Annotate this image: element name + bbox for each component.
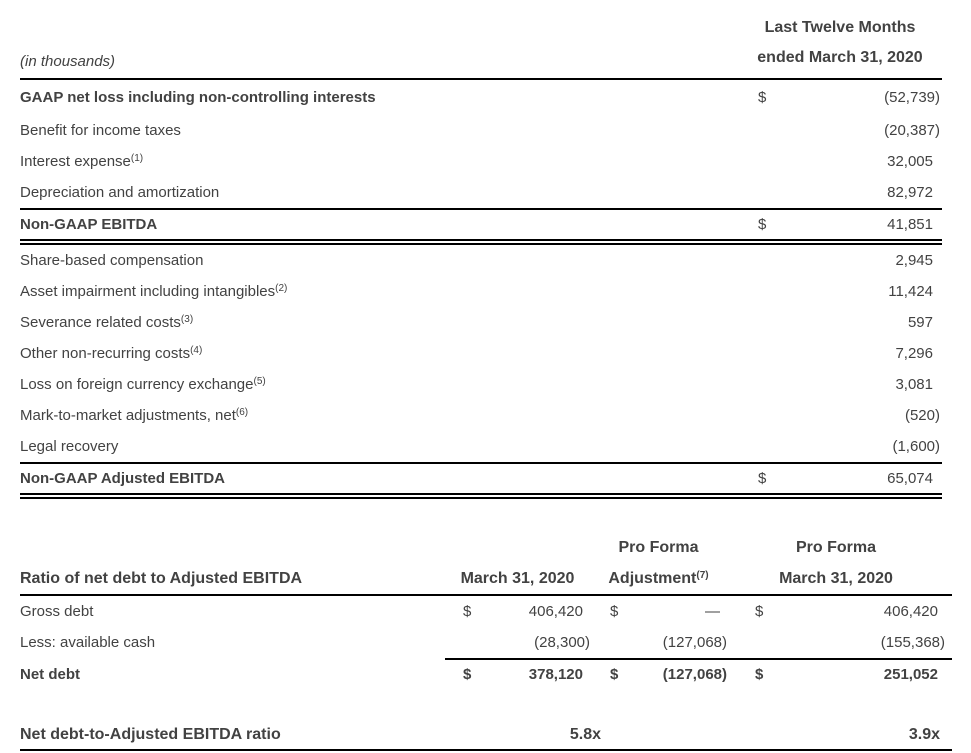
period-header: Last Twelve Months ended March 31, 2020 bbox=[738, 13, 942, 73]
dollar-cell bbox=[445, 634, 483, 651]
row-value: 406,420 bbox=[883, 603, 938, 620]
unit-note: (in thousands) bbox=[20, 53, 116, 70]
table-row: Other non-recurring costs(4) 7,296 bbox=[20, 338, 942, 369]
table-row: Severance related costs(3) 597 bbox=[20, 307, 942, 338]
row-label: Asset impairment including intangibles(2… bbox=[20, 283, 288, 300]
table-row-total: Net debt $378,120 $ (127,068) $251,052 bbox=[20, 660, 952, 689]
row-value: 7,296 bbox=[895, 345, 933, 362]
row-value: — bbox=[705, 603, 720, 620]
table-row: Asset impairment including intangibles(2… bbox=[20, 276, 942, 307]
ratio-row: Net debt-to-Adjusted EBITDA ratio 5.8x 3… bbox=[20, 722, 952, 751]
footnote-marker: (7) bbox=[696, 569, 709, 581]
dollar-sign: $ bbox=[463, 603, 472, 620]
ebitda-reconciliation-table: (in thousands) Last Twelve Months ended … bbox=[20, 0, 942, 499]
row-value: 32,005 bbox=[887, 153, 933, 170]
row-value: 597 bbox=[907, 314, 933, 331]
row-value: 2,945 bbox=[895, 252, 933, 269]
period-header-line2: ended March 31, 2020 bbox=[757, 49, 923, 66]
subtotal-rule bbox=[445, 658, 952, 660]
net-debt-ratio-table: Pro Forma Pro Forma Ratio of net debt to… bbox=[20, 532, 952, 751]
row-label: Non-GAAP Adjusted EBITDA bbox=[20, 470, 225, 487]
dollar-cell bbox=[727, 634, 782, 651]
table-row: Legal recovery (1,600) bbox=[20, 431, 942, 462]
dollar-sign: $ bbox=[755, 666, 764, 683]
row-value: (28,300) bbox=[534, 634, 590, 651]
footnote-marker: (1) bbox=[130, 153, 144, 164]
column-header-proforma: Pro Forma bbox=[795, 538, 876, 556]
row-label: Interest expense(1) bbox=[20, 153, 144, 170]
row-value: 65,074 bbox=[887, 470, 933, 487]
row-label: Severance related costs(3) bbox=[20, 314, 194, 331]
dollar-sign: $ bbox=[758, 216, 767, 233]
row-value: (520) bbox=[904, 407, 940, 424]
table-row-total: Non-GAAP Adjusted EBITDA $ 65,074 bbox=[20, 464, 942, 493]
row-label: Other non-recurring costs(4) bbox=[20, 345, 203, 362]
dollar-sign: $ bbox=[755, 603, 764, 620]
row-value: 378,120 bbox=[528, 666, 583, 683]
row-value: (20,387) bbox=[884, 122, 940, 139]
footnote-marker: (5) bbox=[253, 376, 266, 387]
dollar-sign: $ bbox=[758, 89, 767, 106]
row-value: (127,068) bbox=[662, 634, 727, 651]
dollar-sign: $ bbox=[758, 470, 767, 487]
footnote-marker: (3) bbox=[180, 314, 194, 325]
row-label: GAAP net loss including non-controlling … bbox=[20, 89, 376, 106]
table-row: Gross debt $406,420 $ — $406,420 bbox=[20, 596, 952, 627]
footnote-marker: (6) bbox=[235, 407, 249, 418]
row-value: 82,972 bbox=[887, 184, 933, 201]
row-label: Loss on foreign currency exchange(5) bbox=[20, 376, 266, 393]
column-header-date: March 31, 2020 bbox=[460, 569, 575, 587]
divider-rule bbox=[20, 462, 942, 464]
table2-title: Ratio of net debt to Adjusted EBITDA bbox=[20, 569, 303, 587]
spacer bbox=[20, 689, 952, 722]
row-label: Non-GAAP EBITDA bbox=[20, 216, 158, 233]
row-value: (1,600) bbox=[892, 438, 940, 455]
dollar-sign: $ bbox=[610, 603, 619, 620]
row-label: Benefit for income taxes bbox=[20, 122, 181, 139]
row-label: Depreciation and amortization bbox=[20, 184, 220, 201]
table-row: Interest expense(1) 32,005 bbox=[20, 146, 942, 177]
table-row-total: Non-GAAP EBITDA $ 41,851 bbox=[20, 210, 942, 239]
footnote-marker: (2) bbox=[275, 283, 288, 294]
row-label: Mark-to-market adjustments, net(6) bbox=[20, 407, 249, 424]
row-label: Less: available cash bbox=[20, 634, 156, 651]
row-value: (127,068) bbox=[662, 666, 727, 683]
table2-header-row2: Ratio of net debt to Adjusted EBITDA Mar… bbox=[20, 563, 952, 596]
ratio-value-proforma: 3.9x bbox=[908, 726, 940, 744]
double-rule bbox=[20, 493, 942, 499]
row-value: 406,420 bbox=[528, 603, 583, 620]
row-label: Share-based compensation bbox=[20, 252, 204, 269]
table-row: Depreciation and amortization 82,972 bbox=[20, 177, 942, 208]
dollar-cell bbox=[590, 634, 625, 651]
column-header-proforma: Pro Forma bbox=[618, 538, 699, 556]
row-label: Legal recovery bbox=[20, 438, 119, 455]
column-header-adjustment: Adjustment(7) bbox=[608, 569, 709, 587]
row-value: 41,851 bbox=[887, 216, 933, 233]
ratio-value-current: 5.8x bbox=[569, 726, 601, 744]
table-row: Loss on foreign currency exchange(5) 3,0… bbox=[20, 369, 942, 400]
table-row: Mark-to-market adjustments, net(6) (520) bbox=[20, 400, 942, 431]
row-label: Net debt bbox=[20, 666, 80, 683]
period-header-line1: Last Twelve Months bbox=[764, 19, 916, 36]
row-value: 11,424 bbox=[888, 283, 933, 300]
row-value: (155,368) bbox=[880, 634, 945, 651]
ratio-label: Net debt-to-Adjusted EBITDA ratio bbox=[20, 726, 281, 744]
table2-header-row1: Pro Forma Pro Forma bbox=[20, 532, 952, 563]
dollar-sign: $ bbox=[610, 666, 619, 683]
dollar-sign: $ bbox=[463, 666, 472, 683]
double-rule bbox=[20, 239, 942, 245]
footnote-marker: (4) bbox=[190, 345, 203, 356]
column-header-date: March 31, 2020 bbox=[779, 569, 893, 587]
row-value: (52,739) bbox=[884, 89, 940, 106]
table-row: GAAP net loss including non-controlling … bbox=[20, 80, 942, 115]
row-value: 3,081 bbox=[895, 376, 933, 393]
divider-rule bbox=[20, 208, 942, 210]
table1-header: (in thousands) Last Twelve Months ended … bbox=[20, 0, 942, 80]
table-row: Less: available cash (28,300) (127,068) … bbox=[20, 627, 952, 658]
row-label: Gross debt bbox=[20, 603, 94, 620]
table-row: Share-based compensation 2,945 bbox=[20, 245, 942, 276]
table-row: Benefit for income taxes (20,387) bbox=[20, 115, 942, 146]
row-value: 251,052 bbox=[883, 666, 938, 683]
